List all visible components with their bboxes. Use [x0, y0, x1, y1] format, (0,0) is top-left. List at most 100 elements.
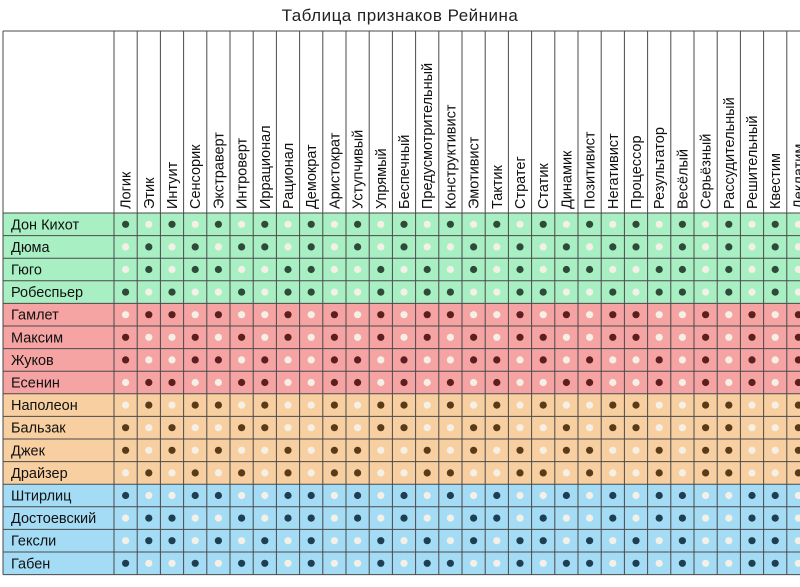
trait-dot-filled	[423, 469, 431, 477]
trait-dot-filled	[655, 469, 663, 477]
trait-dot-filled	[238, 469, 246, 477]
trait-dot-hollow	[307, 401, 315, 409]
trait-dot-hollow	[748, 401, 756, 409]
row-name-label: Гамлет	[11, 308, 59, 324]
trait-dot-filled	[748, 333, 756, 341]
trait-dot-hollow	[354, 311, 362, 319]
trait-dot-filled	[191, 333, 199, 341]
trait-dot-hollow	[539, 378, 547, 387]
trait-dot-filled	[655, 356, 663, 364]
trait-dot-hollow	[748, 265, 756, 274]
trait-dot-hollow	[168, 469, 176, 477]
trait-dot-filled	[145, 537, 153, 545]
trait-dot-filled	[678, 537, 687, 545]
column-header-label: Этик	[142, 177, 158, 209]
trait-dot-filled	[168, 514, 176, 522]
trait-dot-filled	[307, 243, 315, 251]
trait-dot-hollow	[493, 288, 501, 296]
row-name-label: Достоевский	[11, 511, 96, 527]
trait-dot-hollow	[446, 424, 454, 432]
trait-dot-hollow	[168, 243, 176, 251]
trait-dot-filled	[516, 559, 524, 567]
trait-dot-filled	[748, 491, 756, 500]
trait-dot-hollow	[586, 491, 594, 500]
trait-dot-hollow	[609, 537, 617, 545]
trait-dot-filled	[725, 469, 733, 477]
trait-dot-hollow	[377, 469, 385, 477]
trait-dot-filled	[562, 446, 571, 454]
trait-dot-filled	[678, 514, 687, 522]
trait-dot-hollow	[400, 469, 408, 477]
trait-dot-filled	[516, 537, 524, 545]
trait-dot-hollow	[771, 378, 779, 387]
trait-dot-filled	[702, 378, 710, 387]
trait-dot-hollow	[191, 446, 199, 454]
column-header-label: Тактик	[490, 164, 506, 209]
trait-dot-hollow	[122, 311, 130, 319]
trait-dot-hollow	[678, 424, 687, 432]
trait-dot-hollow	[748, 424, 756, 432]
trait-dot-filled	[794, 469, 800, 477]
chart-title: Таблица признаков Рейнина	[281, 6, 519, 25]
trait-dot-filled	[725, 220, 733, 228]
trait-dot-hollow	[214, 333, 222, 341]
trait-dot-hollow	[122, 243, 130, 251]
trait-dot-filled	[191, 401, 199, 409]
trait-dot-filled	[284, 491, 292, 500]
trait-dot-hollow	[354, 559, 362, 567]
trait-dot-filled	[516, 288, 524, 296]
trait-dot-filled	[609, 311, 617, 319]
trait-dot-hollow	[145, 333, 153, 341]
trait-dot-filled	[794, 311, 800, 319]
trait-dot-filled	[168, 220, 176, 228]
trait-dot-hollow	[794, 559, 800, 567]
trait-dot-hollow	[748, 220, 756, 228]
trait-dot-filled	[307, 288, 315, 296]
trait-dot-filled	[145, 469, 153, 477]
trait-dot-hollow	[261, 333, 269, 341]
trait-dot-filled	[400, 356, 408, 364]
trait-dot-filled	[122, 333, 130, 341]
trait-dot-hollow	[261, 265, 269, 274]
trait-dot-filled	[400, 424, 408, 432]
trait-dot-hollow	[655, 537, 663, 545]
trait-dot-filled	[330, 333, 338, 341]
trait-dot-hollow	[423, 514, 431, 522]
trait-dot-filled	[330, 356, 338, 364]
trait-dot-filled	[470, 243, 478, 251]
trait-dot-filled	[214, 491, 222, 500]
trait-dot-hollow	[539, 243, 547, 251]
trait-dot-filled	[702, 333, 710, 341]
trait-dot-hollow	[725, 356, 733, 364]
trait-dot-hollow	[470, 491, 478, 500]
trait-dot-filled	[261, 559, 269, 567]
trait-dot-filled	[493, 424, 501, 432]
trait-dot-filled	[493, 356, 501, 364]
trait-dot-filled	[330, 424, 338, 432]
trait-dot-filled	[493, 491, 501, 500]
trait-dot-hollow	[261, 446, 269, 454]
trait-dot-filled	[678, 559, 687, 567]
trait-dot-filled	[794, 446, 800, 454]
trait-dot-filled	[261, 378, 269, 387]
trait-dot-hollow	[725, 514, 733, 522]
trait-dot-hollow	[423, 491, 431, 500]
trait-dot-hollow	[678, 333, 687, 341]
row-name-label: Гюго	[11, 263, 42, 279]
trait-dot-filled	[261, 424, 269, 432]
trait-dot-filled	[516, 446, 524, 454]
trait-dot-hollow	[122, 469, 130, 477]
trait-dot-hollow	[655, 401, 663, 409]
trait-dot-filled	[470, 514, 478, 522]
trait-dot-filled	[725, 401, 733, 409]
trait-dot-hollow	[562, 514, 571, 522]
trait-dot-filled	[771, 491, 779, 500]
trait-dot-filled	[586, 356, 594, 364]
trait-dot-filled	[771, 514, 779, 522]
trait-dot-filled	[725, 446, 733, 454]
trait-dot-hollow	[400, 265, 408, 274]
trait-dot-hollow	[632, 469, 640, 477]
trait-dot-filled	[678, 288, 687, 296]
trait-dot-filled	[168, 446, 176, 454]
trait-dot-hollow	[702, 491, 710, 500]
